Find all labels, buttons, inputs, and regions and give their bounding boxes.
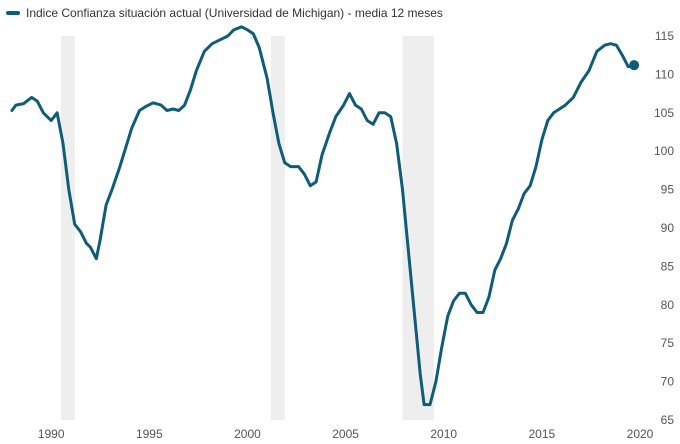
y-tick-label: 85 — [661, 259, 675, 273]
x-tick-label: 1990 — [38, 427, 65, 441]
y-tick-label: 115 — [655, 29, 674, 43]
y-tick-label: 105 — [654, 106, 674, 120]
recession-band — [271, 36, 285, 420]
x-tick-label: 2010 — [430, 427, 457, 441]
legend: Indice Confianza situación actual (Unive… — [6, 6, 443, 20]
x-tick-label: 2000 — [234, 427, 261, 441]
series-line — [10, 25, 636, 407]
y-tick-label: 65 — [661, 413, 675, 427]
legend-label: Indice Confianza situación actual (Unive… — [26, 6, 443, 20]
legend-swatch — [6, 11, 20, 15]
y-tick-label: 70 — [661, 375, 675, 389]
x-tick-label: 2015 — [529, 427, 556, 441]
y-tick-label: 75 — [661, 336, 675, 350]
x-tick-label: 2005 — [332, 427, 359, 441]
y-tick-label: 110 — [655, 67, 674, 81]
y-tick-label: 80 — [661, 298, 675, 312]
x-tick-label: 2020 — [627, 427, 654, 441]
series-end-marker — [629, 60, 640, 71]
y-tick-label: 90 — [661, 221, 675, 235]
y-tick-label: 95 — [661, 183, 675, 197]
y-tick-label: 100 — [654, 144, 674, 158]
recession-band — [60, 36, 75, 420]
x-tick-label: 1995 — [136, 427, 163, 441]
